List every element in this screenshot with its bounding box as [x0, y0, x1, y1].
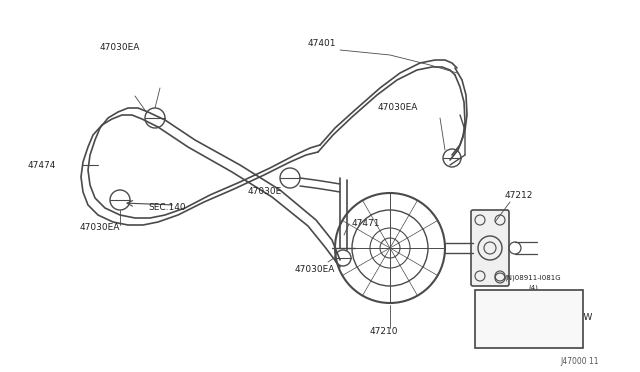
- FancyBboxPatch shape: [471, 210, 509, 286]
- Text: 47030EA: 47030EA: [100, 44, 140, 52]
- Text: 47020W: 47020W: [556, 314, 593, 323]
- Text: 47474: 47474: [28, 160, 56, 170]
- Text: 47030EA: 47030EA: [80, 224, 120, 232]
- Text: 47210: 47210: [370, 327, 399, 337]
- Text: 47401: 47401: [308, 39, 337, 48]
- Text: (N)08911-I081G: (N)08911-I081G: [504, 275, 561, 281]
- Text: 47030E: 47030E: [248, 187, 282, 196]
- Text: (4): (4): [528, 285, 538, 291]
- Text: 47030EA: 47030EA: [295, 266, 335, 275]
- Text: 47212: 47212: [505, 192, 533, 201]
- Text: ACC: ACC: [481, 295, 497, 305]
- Text: 47471: 47471: [352, 219, 381, 228]
- Bar: [475, 290, 583, 348]
- Text: 47030EA: 47030EA: [378, 103, 419, 112]
- Text: SEC.140: SEC.140: [148, 203, 186, 212]
- Text: J47000 11: J47000 11: [560, 357, 598, 366]
